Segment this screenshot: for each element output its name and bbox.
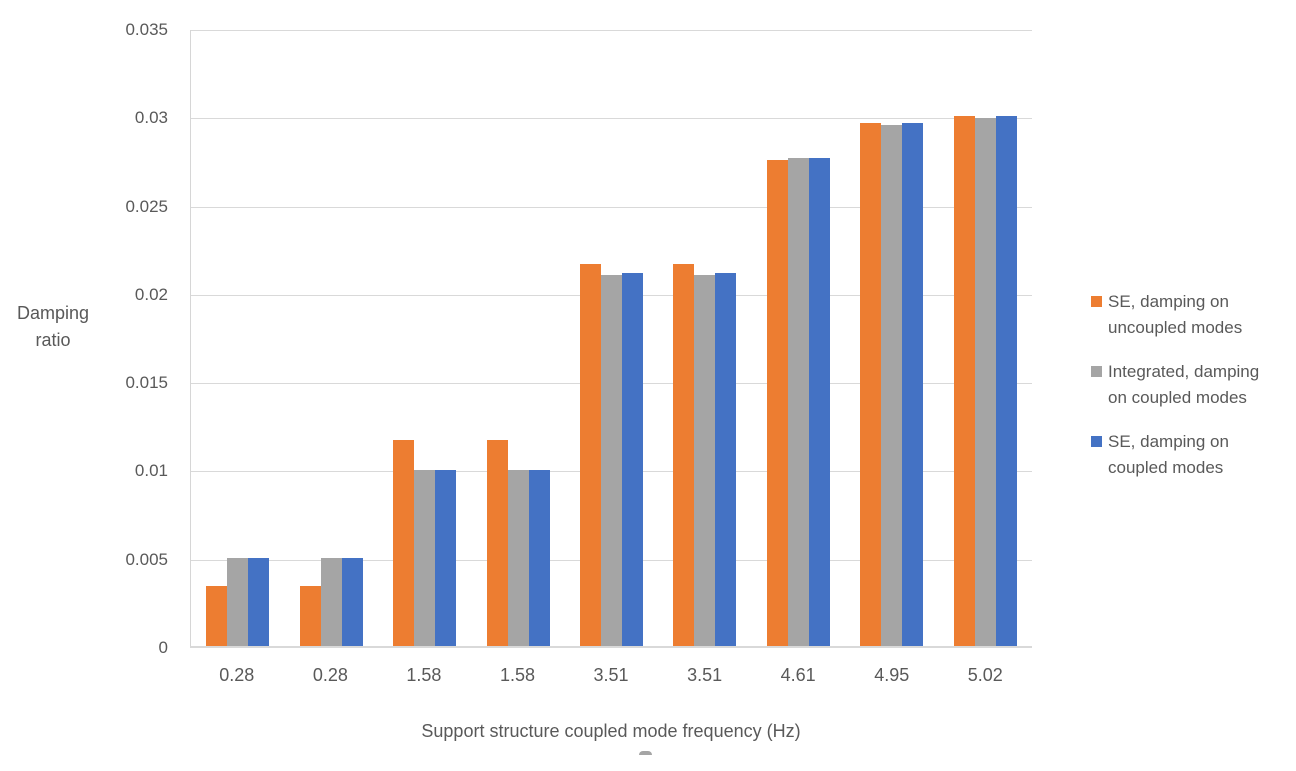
bar-group bbox=[284, 30, 377, 646]
x-tick-label: 4.61 bbox=[780, 665, 816, 685]
x-tick-label: 0.28 bbox=[312, 665, 348, 685]
x-tick-label: 3.51 bbox=[593, 665, 629, 685]
x-axis-tick-labels: 0.28 0.28 1.58 1.58 3.51 3.51 4.61 4.95 5.02 bbox=[190, 662, 1032, 688]
legend-label: SE, damping on uncoupled modes bbox=[1108, 292, 1243, 337]
bar bbox=[673, 264, 695, 646]
bar bbox=[974, 118, 996, 646]
y-tick-label: 0 bbox=[158, 638, 168, 657]
x-tick-label: 1.58 bbox=[406, 665, 442, 685]
y-tick-label: 0.01 bbox=[134, 461, 168, 481]
bar bbox=[486, 440, 508, 646]
legend-label: Integrated, damping on coupled modes bbox=[1108, 362, 1260, 407]
bar bbox=[694, 274, 716, 646]
bar bbox=[507, 470, 529, 646]
legend-swatch-icon bbox=[1091, 366, 1102, 377]
y-tick-label: 0.005 bbox=[125, 549, 168, 569]
legend-swatch-icon bbox=[1091, 436, 1102, 447]
x-tick-label: 1.58 bbox=[499, 665, 535, 685]
bar-group bbox=[471, 30, 564, 646]
bar bbox=[299, 586, 321, 646]
bar-group bbox=[191, 30, 284, 646]
legend: SE, damping on uncoupled modes Integrated,… bbox=[1091, 289, 1291, 499]
y-tick-label: 0.03 bbox=[134, 108, 168, 128]
bar bbox=[528, 470, 550, 646]
bar bbox=[881, 125, 903, 646]
bar bbox=[227, 558, 249, 646]
bar-group bbox=[845, 30, 938, 646]
bar bbox=[715, 272, 737, 646]
bar-group bbox=[658, 30, 751, 646]
y-tick-label: 0.025 bbox=[125, 196, 168, 216]
bar-group bbox=[752, 30, 845, 646]
gridline bbox=[191, 118, 1032, 120]
x-tick-label: 5.02 bbox=[967, 665, 1003, 685]
bar bbox=[579, 264, 601, 646]
legend-label: SE, damping on coupled modes bbox=[1108, 432, 1229, 477]
bar-groups bbox=[191, 30, 1032, 646]
y-tick-label: 0.02 bbox=[134, 284, 168, 304]
bar bbox=[621, 272, 643, 646]
legend-item: Integrated, damping on coupled modes bbox=[1091, 359, 1291, 411]
legend-item: SE, damping on uncoupled modes bbox=[1091, 289, 1291, 341]
gridline bbox=[191, 30, 1032, 31]
bar bbox=[860, 123, 882, 646]
bar bbox=[248, 558, 270, 646]
bar-group bbox=[565, 30, 658, 646]
bar bbox=[995, 116, 1017, 646]
bar bbox=[766, 160, 788, 646]
bar bbox=[787, 158, 809, 646]
plot-area bbox=[190, 30, 1032, 648]
bar bbox=[808, 158, 830, 646]
bar bbox=[600, 274, 622, 646]
bar bbox=[206, 586, 228, 646]
bar bbox=[414, 470, 436, 646]
legend-item: SE, damping on coupled modes bbox=[1091, 429, 1291, 481]
bar bbox=[435, 470, 457, 646]
bar bbox=[341, 558, 363, 646]
y-tick-label: 0.015 bbox=[125, 373, 168, 393]
legend-swatch-icon bbox=[1091, 296, 1102, 307]
bar bbox=[902, 123, 924, 646]
bar bbox=[953, 116, 975, 646]
y-axis-tick-labels: 0 0.005 0.01 0.015 0.02 0.025 0.03 0.035 bbox=[0, 0, 174, 771]
cropped-text-artifact bbox=[639, 751, 652, 755]
gridline bbox=[191, 206, 1032, 208]
x-axis-title: Support structure coupled mode frequency… bbox=[421, 721, 801, 741]
y-axis-title: Damping ratio bbox=[16, 303, 90, 350]
x-tick-label: 0.28 bbox=[219, 665, 255, 685]
bar-group bbox=[939, 30, 1032, 646]
bar-group bbox=[378, 30, 471, 646]
bar bbox=[320, 558, 342, 646]
x-tick-label: 4.95 bbox=[874, 665, 910, 685]
x-tick-label: 3.51 bbox=[687, 665, 723, 685]
bar bbox=[393, 440, 415, 646]
y-tick-label: 0.035 bbox=[125, 20, 168, 39]
